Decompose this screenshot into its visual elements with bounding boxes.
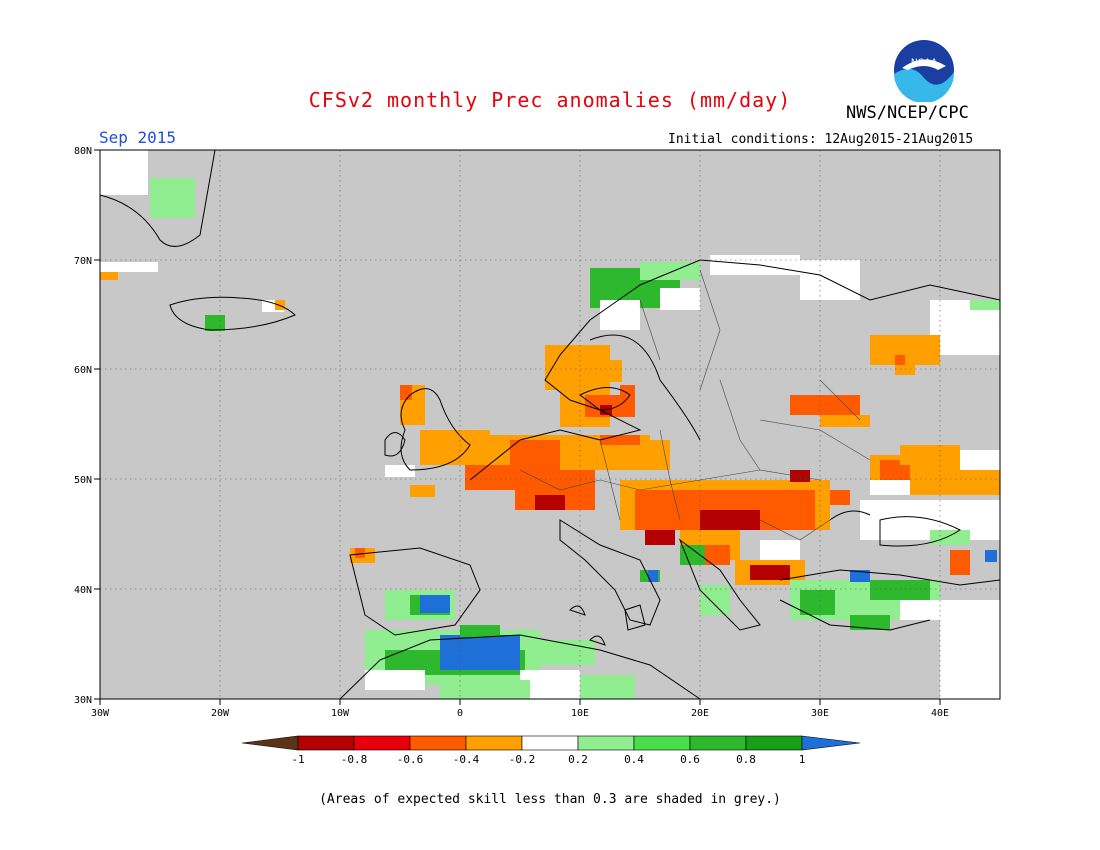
- anomaly-shading: [100, 150, 1000, 700]
- agency-label: NWS/NCEP/CPC: [846, 103, 969, 123]
- graticule: [100, 150, 1000, 699]
- skill-footnote: (Areas of expected skill less than 0.3 a…: [319, 792, 781, 807]
- legend-swatch-9: [745, 735, 803, 751]
- lat-label-50n: 50N: [74, 475, 92, 486]
- legend-label-6: 0.4: [624, 753, 644, 766]
- legend-swatch-8: [689, 735, 747, 751]
- lon-label-20w: 20W: [211, 708, 230, 719]
- legend-swatch-5: [521, 735, 579, 751]
- legend-label-4: -0.2: [509, 753, 536, 766]
- logo-text: NOAA: [911, 58, 938, 68]
- legend-labels: -1 -0.8 -0.6 -0.4 -0.2 0.2 0.4 0.6 0.8 1: [291, 753, 805, 766]
- noaa-logo: NOAA: [894, 40, 955, 102]
- legend-swatch-1: [297, 735, 355, 751]
- lon-label-40e: 40E: [931, 708, 949, 719]
- lon-label-10w: 10W: [331, 708, 350, 719]
- initial-conditions: Initial conditions: 12Aug2015-21Aug2015: [668, 132, 974, 147]
- lon-label-10e: 10E: [571, 708, 589, 719]
- legend-swatch-2: [353, 735, 411, 751]
- legend-arrow-high: [801, 735, 861, 751]
- map-frame: [99, 149, 1001, 700]
- precip-anomaly-map: 30N 40N 50N 60N 70N 80N 30W 20W 10W 0 10…: [74, 146, 1001, 719]
- lat-label-60n: 60N: [74, 365, 92, 376]
- legend-label-9: 1: [799, 753, 806, 766]
- legend-label-7: 0.6: [680, 753, 700, 766]
- valid-month: Sep 2015: [99, 128, 177, 147]
- legend-bar: [241, 735, 861, 751]
- lat-label-40n: 40N: [74, 585, 92, 596]
- coastlines: [99, 149, 1001, 700]
- lon-label-20e: 20E: [691, 708, 709, 719]
- legend-label-5: 0.2: [568, 753, 588, 766]
- legend-label-1: -0.8: [341, 753, 368, 766]
- legend-label-3: -0.4: [453, 753, 480, 766]
- lat-label-30n: 30N: [74, 695, 92, 706]
- legend-label-2: -0.6: [397, 753, 424, 766]
- lon-label-30e: 30E: [811, 708, 829, 719]
- lon-label-0: 0: [457, 708, 463, 719]
- legend-arrow-low: [241, 735, 299, 751]
- legend-swatch-6: [577, 735, 635, 751]
- legend-label-8: 0.8: [736, 753, 756, 766]
- legend-label-0: -1: [291, 753, 304, 766]
- lat-label-80n: 80N: [74, 146, 92, 157]
- axis-ticks: [94, 149, 941, 705]
- lon-label-30w: 30W: [91, 708, 110, 719]
- legend-swatch-4: [465, 735, 523, 751]
- lat-label-70n: 70N: [74, 256, 92, 267]
- chart-title: CFSv2 monthly Prec anomalies (mm/day): [308, 88, 792, 112]
- country-borders: [519, 269, 871, 541]
- legend-swatch-3: [409, 735, 467, 751]
- legend-swatch-7: [633, 735, 691, 751]
